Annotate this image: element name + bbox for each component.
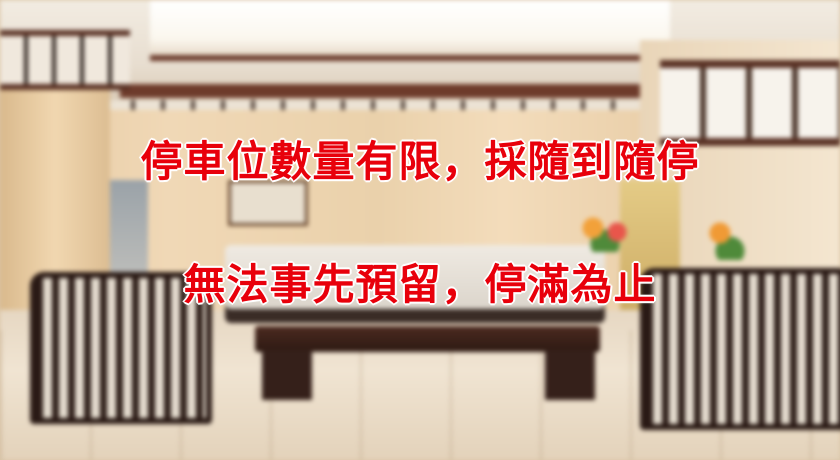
orchid-arrangement [700, 215, 750, 260]
notice-line-1: 停車位數量有限，採隨到隨停 [140, 137, 700, 186]
pillar-lattice-band [0, 30, 130, 90]
armchair-left [30, 272, 212, 424]
wood-trim [120, 84, 740, 98]
orchid-arrangement [575, 212, 635, 252]
sofa [225, 245, 605, 323]
armchair-right [640, 268, 840, 430]
wall-picture-frame [228, 180, 308, 226]
lattice-windows [660, 60, 840, 146]
coffee-table-top [255, 326, 600, 352]
coffee-table-leg [262, 350, 312, 400]
ceiling-light-cove [150, 0, 670, 61]
notice-line-2: 無法事先預留，停滿為止 [183, 260, 657, 309]
coffee-table-leg [545, 350, 595, 400]
